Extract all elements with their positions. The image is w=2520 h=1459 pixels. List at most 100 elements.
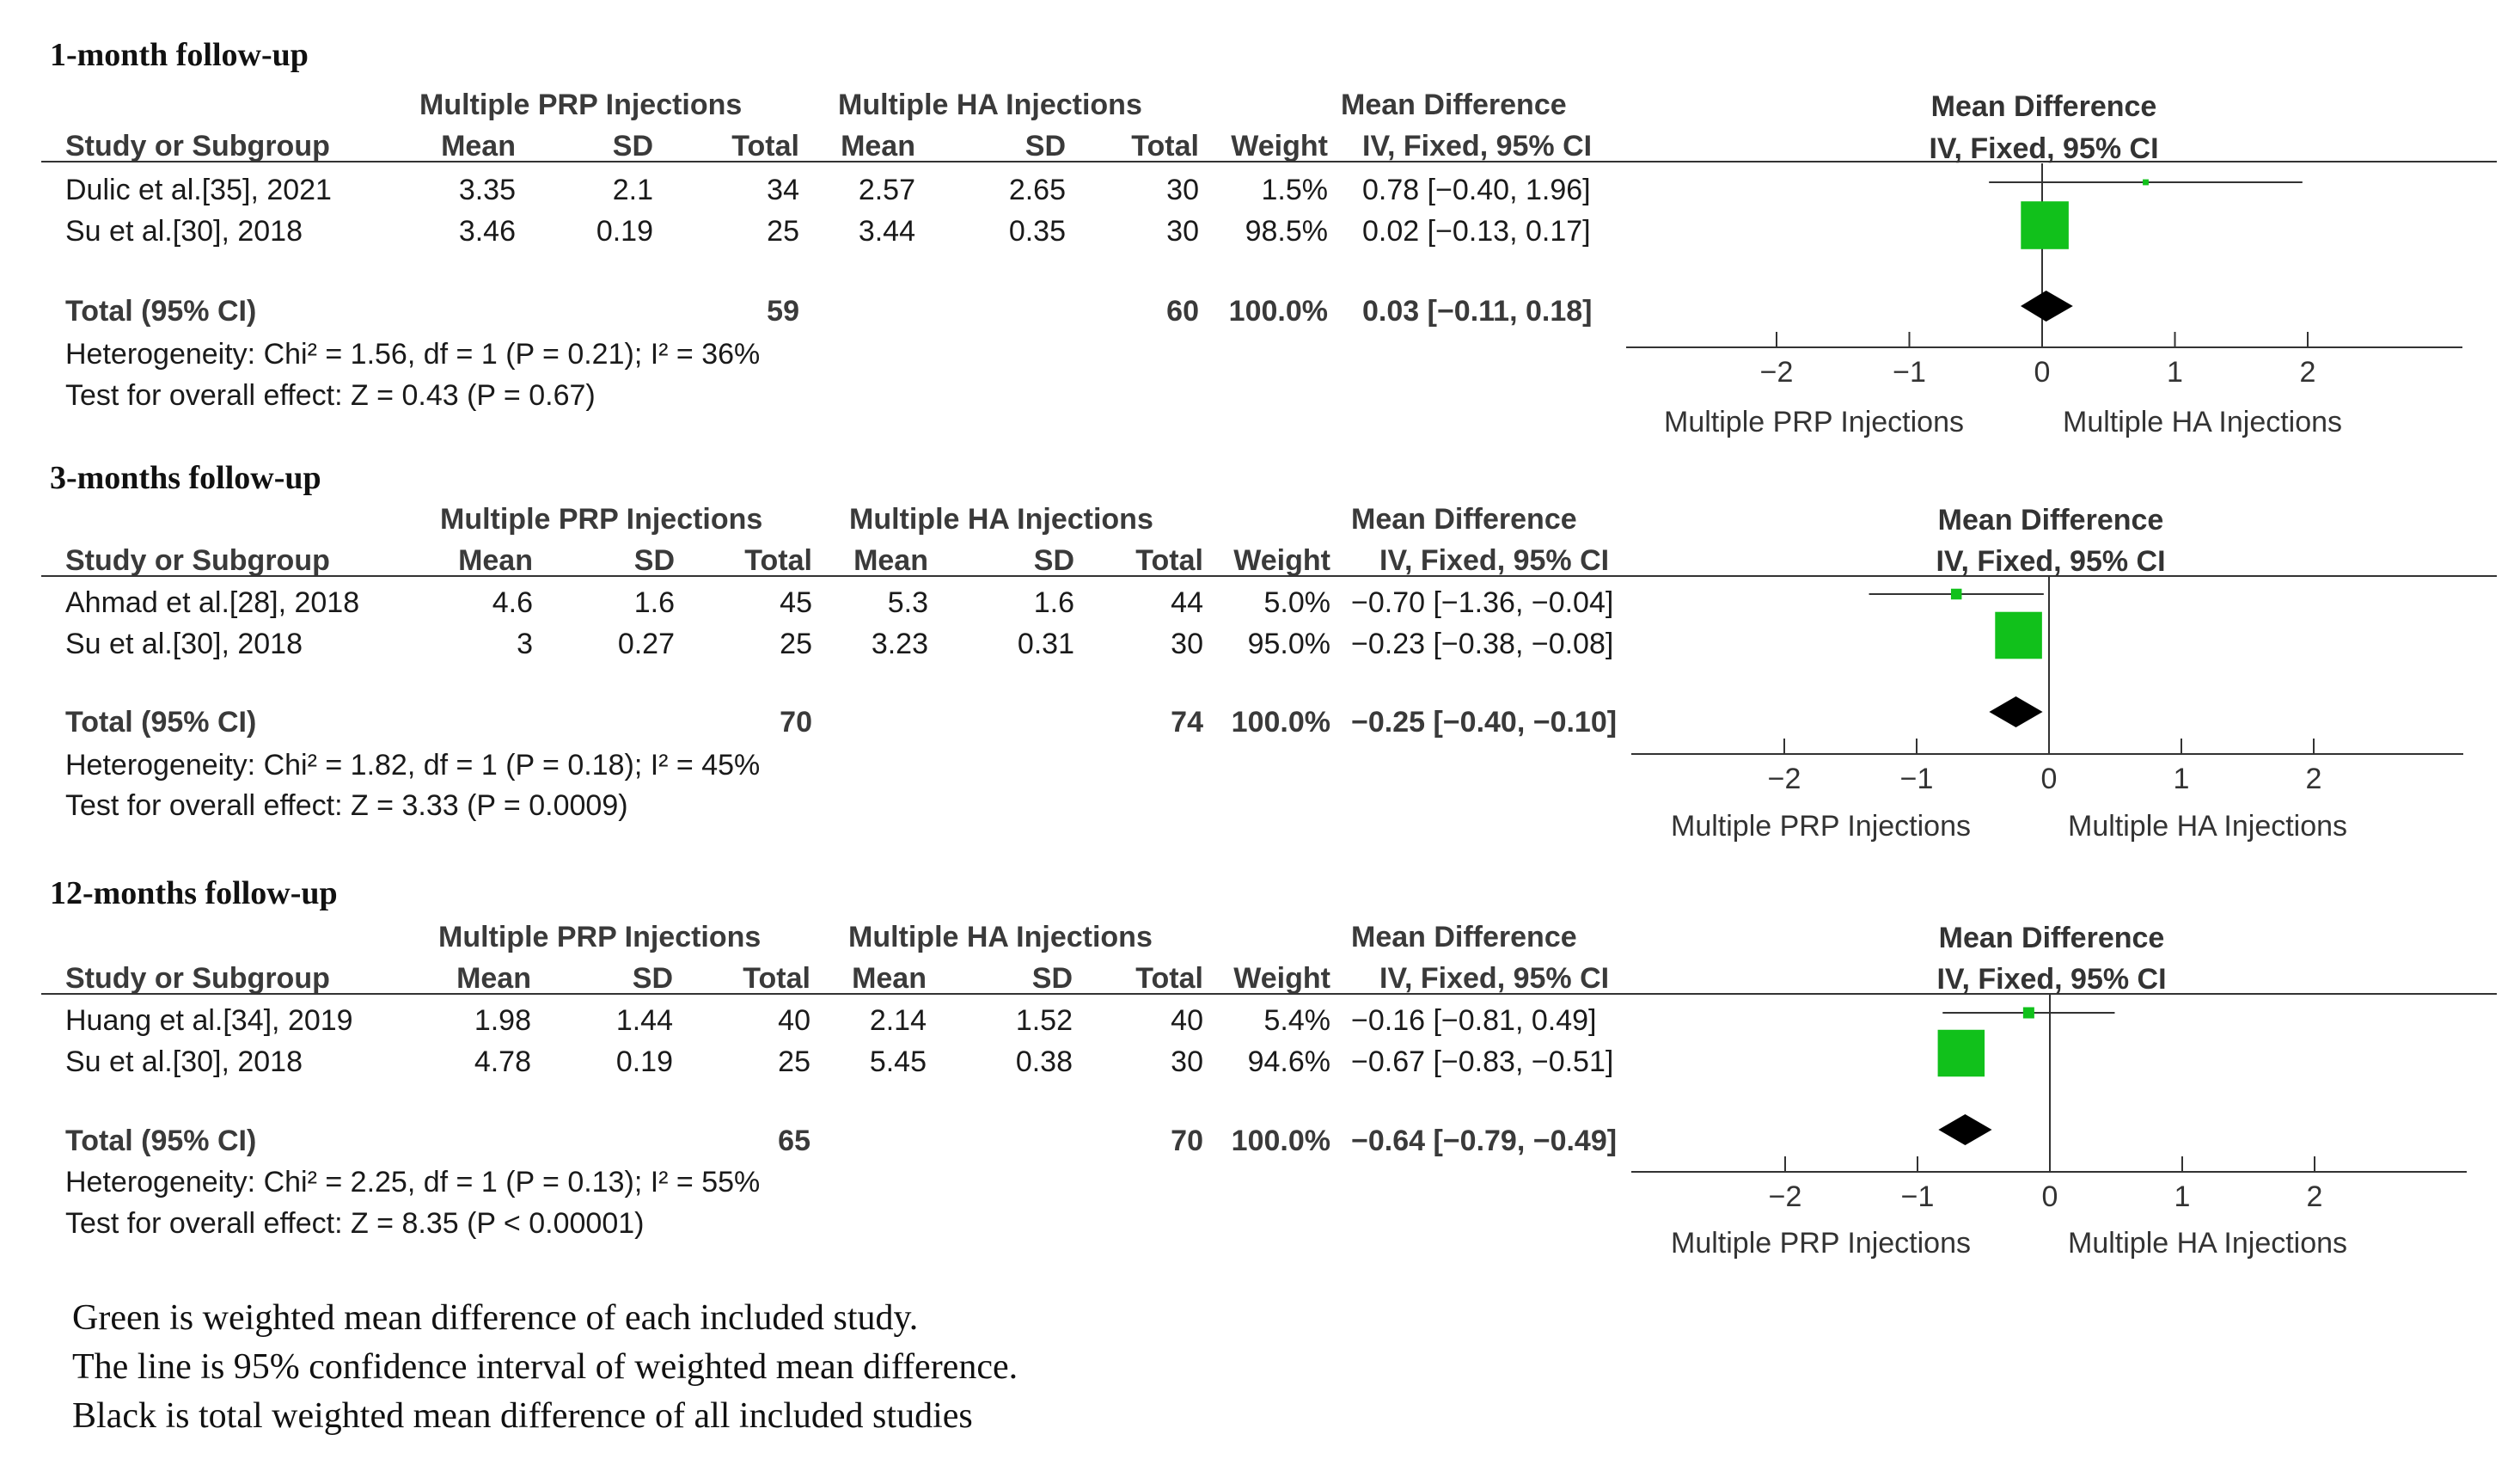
mean2: 3.23 — [871, 628, 928, 660]
total1: 25 — [778, 1045, 810, 1078]
total-diamond — [2021, 291, 2073, 322]
note-line: The line is 95% confidence interval of w… — [72, 1347, 1018, 1387]
sd1: 1.6 — [633, 586, 675, 619]
total-weight: 100.0% — [1231, 1125, 1330, 1157]
right-axis-label: Multiple HA Injections — [2063, 406, 2342, 438]
mean2: 3.44 — [858, 215, 915, 248]
total-n2: 60 — [1166, 295, 1199, 328]
overall-effect: Test for overall effect: Z = 8.35 (P < 0… — [65, 1207, 645, 1240]
col-total2: Total — [1135, 544, 1203, 577]
total2: 44 — [1171, 586, 1203, 619]
col-ci: IV, Fixed, 95% CI — [1379, 544, 1610, 577]
col-study: Study or Subgroup — [65, 962, 330, 995]
col-total2: Total — [1131, 130, 1199, 162]
plot-subheader: IV, Fixed, 95% CI — [1936, 545, 2165, 578]
sd2: 1.6 — [1033, 586, 1074, 619]
header-rule — [41, 993, 2497, 995]
plot-header: Mean Difference — [1938, 504, 2164, 536]
col-mean1: Mean — [456, 962, 531, 995]
total-label: Total (95% CI) — [65, 295, 257, 328]
x-tick-label: −2 — [1760, 356, 1794, 389]
total2: 30 — [1171, 628, 1203, 660]
forest-plot: Mean Difference IV, Fixed, 95% CI −2 −1 0 1… — [1626, 90, 2462, 438]
group1-header: Multiple PRP Injections — [438, 921, 762, 953]
col-sd2: SD — [1031, 962, 1073, 995]
panel-3-months: 3-months follow-up Multiple PRP Injectio… — [0, 459, 2520, 863]
total-md-ci: −0.64 [−0.79, −0.49] — [1351, 1125, 1618, 1157]
total1: 25 — [780, 628, 812, 660]
col-total1: Total — [731, 130, 799, 162]
mean2: 5.45 — [869, 1045, 927, 1078]
total-weight: 100.0% — [1231, 706, 1330, 739]
col-ci: IV, Fixed, 95% CI — [1379, 962, 1610, 995]
mean1: 1.98 — [474, 1004, 531, 1037]
study-name: Su et al.[30], 2018 — [65, 1045, 303, 1078]
total2: 30 — [1166, 215, 1199, 248]
md-ci: −0.67 [−0.83, −0.51] — [1351, 1045, 1614, 1078]
total-weight: 100.0% — [1228, 295, 1328, 328]
mean1: 4.78 — [474, 1045, 531, 1078]
weight: 95.0% — [1247, 628, 1330, 660]
x-tick-label: 2 — [2307, 1180, 2323, 1213]
mean2: 5.3 — [887, 586, 928, 619]
header-rule — [41, 161, 2497, 162]
study-marker — [2143, 179, 2149, 186]
col-weight: Weight — [1233, 544, 1330, 577]
col-mean2: Mean — [852, 962, 927, 995]
header-rule — [41, 575, 2497, 577]
total-md-ci: 0.03 [−0.11, 0.18] — [1362, 295, 1593, 328]
overall-effect: Test for overall effect: Z = 3.33 (P = 0… — [65, 789, 628, 822]
sd2: 0.31 — [1017, 628, 1074, 660]
total-label: Total (95% CI) — [65, 1125, 257, 1157]
study-marker — [1937, 1029, 1985, 1077]
x-tick-label: 0 — [2042, 1180, 2058, 1213]
total1: 25 — [767, 215, 799, 248]
mean2: 2.57 — [858, 174, 915, 206]
x-tick-label: −2 — [1768, 763, 1801, 795]
figure-notes: Green is weighted mean difference of eac… — [72, 1294, 1018, 1441]
x-tick-label: 1 — [2174, 1180, 2191, 1213]
col-total2: Total — [1135, 962, 1203, 995]
weight: 5.4% — [1263, 1004, 1331, 1037]
weight: 1.5% — [1261, 174, 1329, 206]
total-md-ci: −0.25 [−0.40, −0.10] — [1351, 706, 1618, 739]
col-total1: Total — [743, 962, 810, 995]
overall-effect: Test for overall effect: Z = 0.43 (P = 0… — [65, 379, 596, 412]
group1-header: Multiple PRP Injections — [419, 89, 743, 121]
col-sd2: SD — [1025, 130, 1066, 162]
study-marker — [2021, 201, 2069, 249]
sd1: 0.27 — [617, 628, 675, 660]
md-ci: 0.78 [−0.40, 1.96] — [1362, 174, 1591, 206]
x-tick-label: −1 — [1901, 1180, 1935, 1213]
plot-header: Mean Difference — [1939, 922, 2165, 954]
left-axis-label: Multiple PRP Injections — [1664, 406, 1964, 438]
col-sd1: SD — [633, 544, 675, 577]
note-black: Black is total weighted mean difference … — [72, 1396, 973, 1436]
md-ci: −0.16 [−0.81, 0.49] — [1351, 1004, 1597, 1037]
total-n1: 59 — [767, 295, 799, 328]
col-sd1: SD — [612, 130, 653, 162]
col-weight: Weight — [1231, 130, 1328, 162]
right-axis-label: Multiple HA Injections — [2068, 1227, 2347, 1260]
study-marker — [2022, 1007, 2034, 1019]
weight: 98.5% — [1245, 215, 1328, 248]
total-n2: 70 — [1171, 1125, 1203, 1157]
md-header: Mean Difference — [1351, 503, 1577, 536]
x-tick-label: 2 — [2306, 763, 2322, 795]
panel-title: 3-months follow-up — [50, 460, 321, 496]
weight: 5.0% — [1263, 586, 1331, 619]
col-mean2: Mean — [853, 544, 928, 577]
mean1: 3.35 — [458, 174, 516, 206]
total2: 30 — [1166, 174, 1199, 206]
md-ci: −0.70 [−1.36, −0.04] — [1351, 586, 1614, 619]
study-name: Ahmad et al.[28], 2018 — [65, 586, 360, 619]
x-tick-label: 1 — [2167, 356, 2183, 389]
sd2: 0.38 — [1015, 1045, 1073, 1078]
col-sd1: SD — [632, 962, 673, 995]
right-axis-label: Multiple HA Injections — [2068, 810, 2347, 843]
group2-header: Multiple HA Injections — [849, 503, 1153, 536]
total-n1: 70 — [780, 706, 812, 739]
sd1: 1.44 — [615, 1004, 673, 1037]
study-name: Su et al.[30], 2018 — [65, 628, 303, 660]
total1: 45 — [780, 586, 812, 619]
